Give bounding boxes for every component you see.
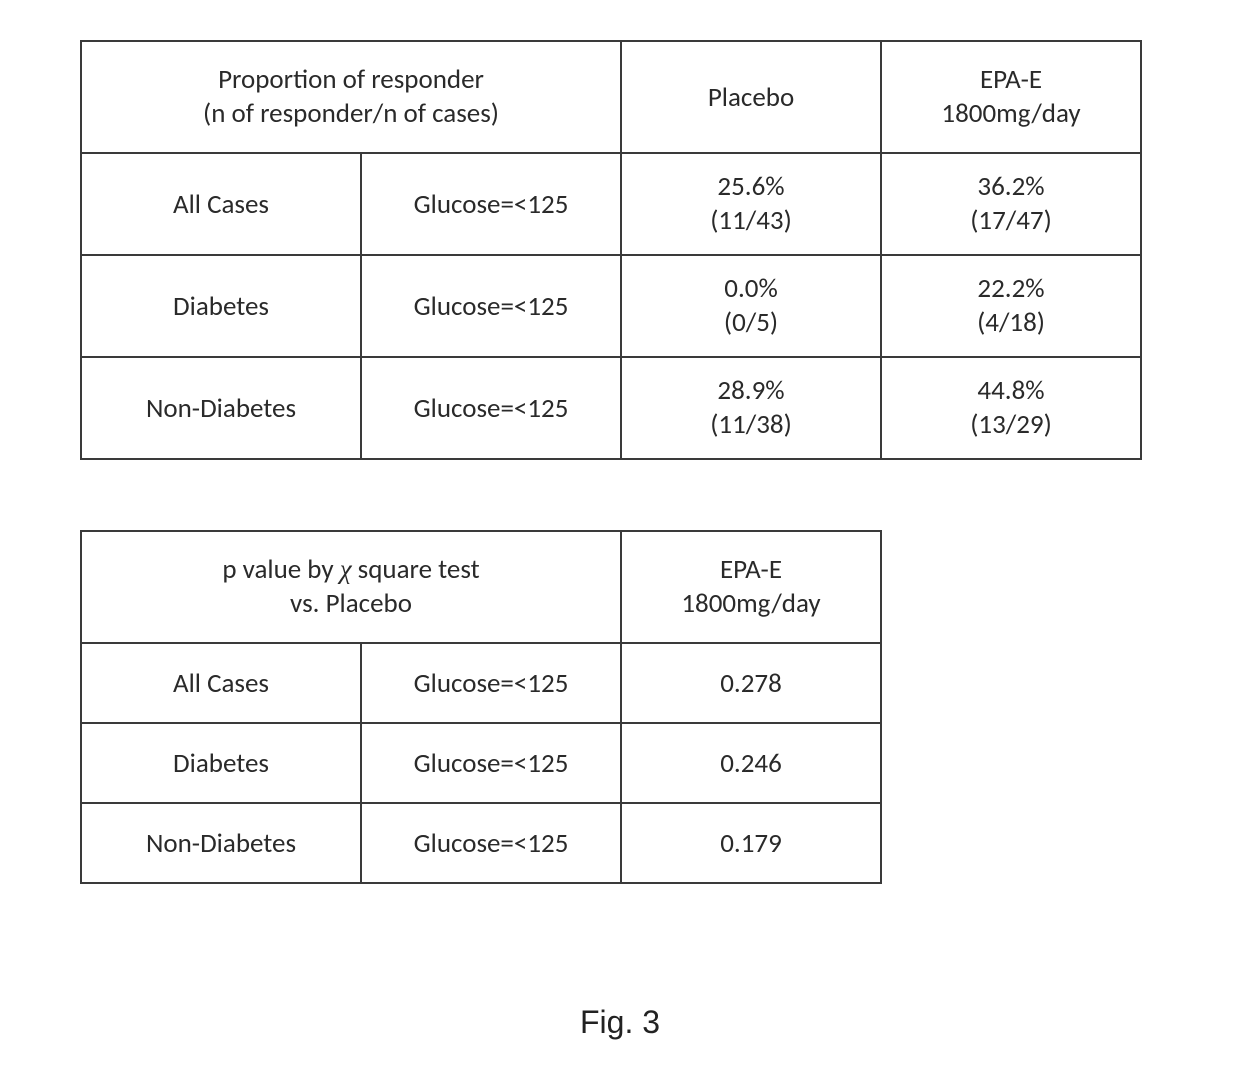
header-epa-line2: 1800mg/day (622, 587, 880, 621)
placebo-cell: 0.0% (0/5) (621, 255, 881, 357)
criterion-cell: Glucose=<125 (361, 153, 621, 255)
group-cell: All Cases (81, 153, 361, 255)
placebo-n: (0/5) (622, 306, 880, 340)
p-value-table: p value by χ square test vs. Placebo EPA… (80, 530, 882, 884)
chi-symbol: χ (340, 554, 352, 584)
criterion-cell: Glucose=<125 (361, 803, 621, 883)
header-title-line2: (n of responder/n of cases) (82, 97, 620, 131)
responder-proportion-table: Proportion of responder (n of responder/… (80, 40, 1142, 460)
header-epa-line2: 1800mg/day (882, 97, 1140, 131)
figure-caption: Fig. 3 (80, 1004, 1160, 1041)
placebo-pct: 25.6% (622, 170, 880, 204)
epa-pct: 22.2% (882, 272, 1140, 306)
group-cell: Diabetes (81, 255, 361, 357)
table-row: Non-Diabetes Glucose=<125 0.179 (81, 803, 881, 883)
epa-cell: 36.2% (17/47) (881, 153, 1141, 255)
criterion-cell: Glucose=<125 (361, 723, 621, 803)
header-title-line1: p value by χ square test (82, 553, 620, 587)
header-subtitle: vs. Placebo (82, 587, 620, 621)
title-suffix: square test (352, 553, 480, 586)
epa-cell: 44.8% (13/29) (881, 357, 1141, 459)
table-row: Non-Diabetes Glucose=<125 28.9% (11/38) … (81, 357, 1141, 459)
placebo-n: (11/43) (622, 204, 880, 238)
criterion-cell: Glucose=<125 (361, 255, 621, 357)
table-row: Diabetes Glucose=<125 0.0% (0/5) 22.2% (… (81, 255, 1141, 357)
epa-pct: 36.2% (882, 170, 1140, 204)
header-epa-line1: EPA-E (882, 63, 1140, 97)
header-title-cell: Proportion of responder (n of responder/… (81, 41, 621, 153)
criterion-cell: Glucose=<125 (361, 357, 621, 459)
group-cell: Diabetes (81, 723, 361, 803)
table-row: Diabetes Glucose=<125 0.246 (81, 723, 881, 803)
header-epa: EPA-E 1800mg/day (881, 41, 1141, 153)
epa-pct: 44.8% (882, 374, 1140, 408)
header-title-cell: p value by χ square test vs. Placebo (81, 531, 621, 643)
criterion-cell: Glucose=<125 (361, 643, 621, 723)
p-value-cell: 0.278 (621, 643, 881, 723)
group-cell: Non-Diabetes (81, 803, 361, 883)
group-cell: All Cases (81, 643, 361, 723)
p-value-cell: 0.246 (621, 723, 881, 803)
group-cell: Non-Diabetes (81, 357, 361, 459)
table-header-row: p value by χ square test vs. Placebo EPA… (81, 531, 881, 643)
header-placebo: Placebo (621, 41, 881, 153)
placebo-cell: 28.9% (11/38) (621, 357, 881, 459)
p-value-cell: 0.179 (621, 803, 881, 883)
placebo-pct: 28.9% (622, 374, 880, 408)
epa-n: (13/29) (882, 408, 1140, 442)
placebo-pct: 0.0% (622, 272, 880, 306)
table-row: All Cases Glucose=<125 25.6% (11/43) 36.… (81, 153, 1141, 255)
header-epa: EPA-E 1800mg/day (621, 531, 881, 643)
header-title-line1: Proportion of responder (82, 63, 620, 97)
table-row: All Cases Glucose=<125 0.278 (81, 643, 881, 723)
table-header-row: Proportion of responder (n of responder/… (81, 41, 1141, 153)
placebo-cell: 25.6% (11/43) (621, 153, 881, 255)
header-epa-line1: EPA-E (622, 553, 880, 587)
placebo-n: (11/38) (622, 408, 880, 442)
title-prefix: p value by (222, 553, 339, 586)
epa-n: (4/18) (882, 306, 1140, 340)
epa-n: (17/47) (882, 204, 1140, 238)
page-container: Proportion of responder (n of responder/… (0, 0, 1240, 1041)
epa-cell: 22.2% (4/18) (881, 255, 1141, 357)
